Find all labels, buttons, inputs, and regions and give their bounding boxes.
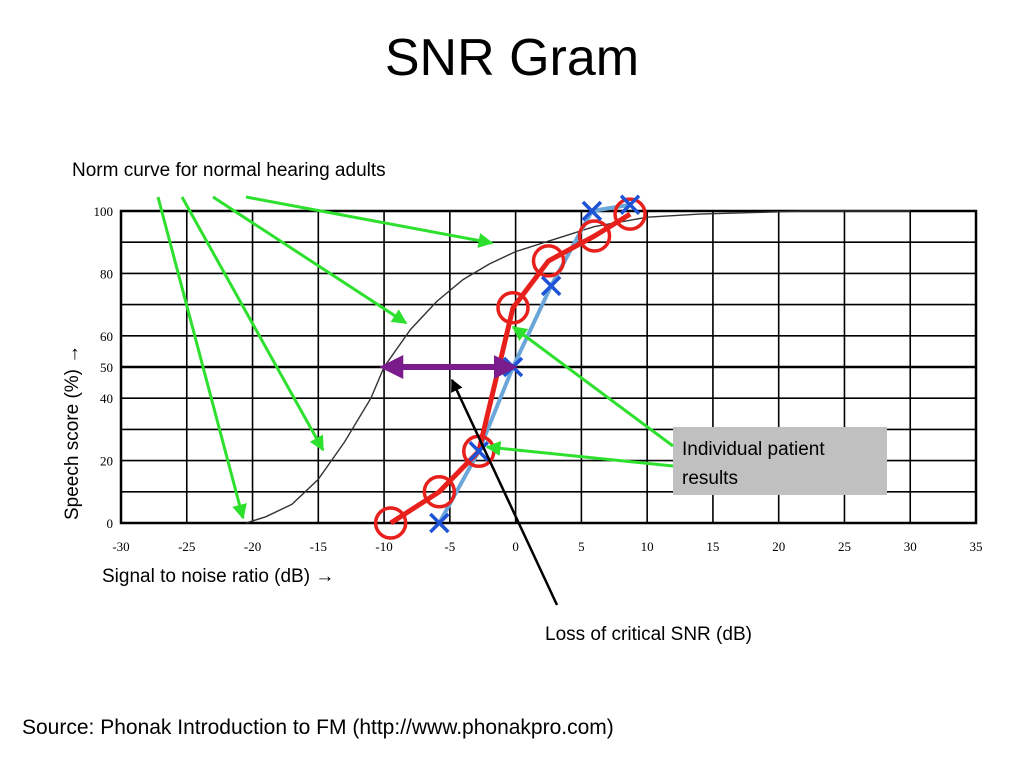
patient-x-point: [468, 441, 490, 462]
slide-title: SNR Gram: [384, 29, 640, 87]
y-tick-label: 50: [100, 360, 113, 375]
y-tick-label: 0: [107, 516, 114, 531]
x-tick-label: 15: [706, 539, 719, 554]
norm-curve-line: [245, 210, 911, 524]
norm-pointer-arrow: [180, 196, 325, 452]
x-tick-label: 0: [512, 539, 519, 554]
x-tick-label: 10: [641, 539, 654, 554]
norm-curve-label: Norm curve for normal hearing adults: [72, 160, 386, 181]
patient-o-point: [613, 197, 647, 231]
norm-curve-pointers: [156, 195, 494, 520]
norm-pointer-arrow: [156, 196, 247, 520]
chart-grid: [119, 209, 978, 525]
patient-o-point: [496, 290, 530, 325]
patient-x-point: [429, 512, 450, 534]
callout-line-1: Individual patient: [682, 439, 825, 460]
source-citation: Source: Phonak Introduction to FM (http:…: [22, 716, 614, 739]
x-axis-label: Signal to noise ratio (dB) →: [102, 566, 334, 587]
chart-ticks: -30 -25 -20 -15 -10 -5 0 5 10 15 20 25 30 35 0 20 40 50 60…: [94, 204, 983, 554]
x-tick-label: -10: [375, 539, 392, 554]
callout-box: [673, 427, 887, 495]
y-tick-label: 20: [100, 454, 113, 469]
x-tick-label: 5: [578, 539, 585, 554]
patient-o-line: [389, 211, 632, 526]
x-tick-label: 25: [838, 539, 851, 554]
x-tick-label: -5: [444, 539, 455, 554]
norm-pointer-arrow: [212, 195, 408, 325]
x-tick-label: -30: [112, 539, 129, 554]
patient-o-point: [422, 475, 457, 509]
callout-pointer-arrow: [511, 325, 674, 448]
y-tick-label: 60: [100, 329, 113, 344]
x-tick-label: 30: [904, 539, 917, 554]
patient-x-point: [540, 275, 562, 297]
patient-x-point: [619, 194, 641, 215]
loss-pointer-arrow: [450, 378, 559, 606]
x-tick-label: -20: [244, 539, 261, 554]
callout-pointers: [485, 325, 674, 468]
y-tick-label: 80: [100, 266, 113, 281]
patient-x-point: [581, 200, 603, 222]
patient-o-point: [577, 219, 612, 253]
x-tick-label: 20: [772, 539, 785, 554]
x-tick-label: 35: [970, 539, 983, 554]
y-tick-label: 100: [94, 204, 114, 219]
x-tick-label: -25: [178, 539, 195, 554]
y-tick-label: 40: [100, 391, 113, 406]
patient-o-point: [373, 506, 408, 540]
norm-pointer-arrow: [245, 195, 494, 248]
callout-line-2: results: [682, 468, 738, 489]
patient-o-point: [531, 244, 566, 278]
x-tick-label: -15: [310, 539, 327, 554]
y-axis-label: Speech score (%) →: [62, 345, 83, 520]
loss-label: Loss of critical SNR (dB): [545, 624, 752, 645]
individual-results-callout: Individual patient results: [673, 427, 887, 495]
callout-pointer-arrow: [485, 440, 674, 468]
